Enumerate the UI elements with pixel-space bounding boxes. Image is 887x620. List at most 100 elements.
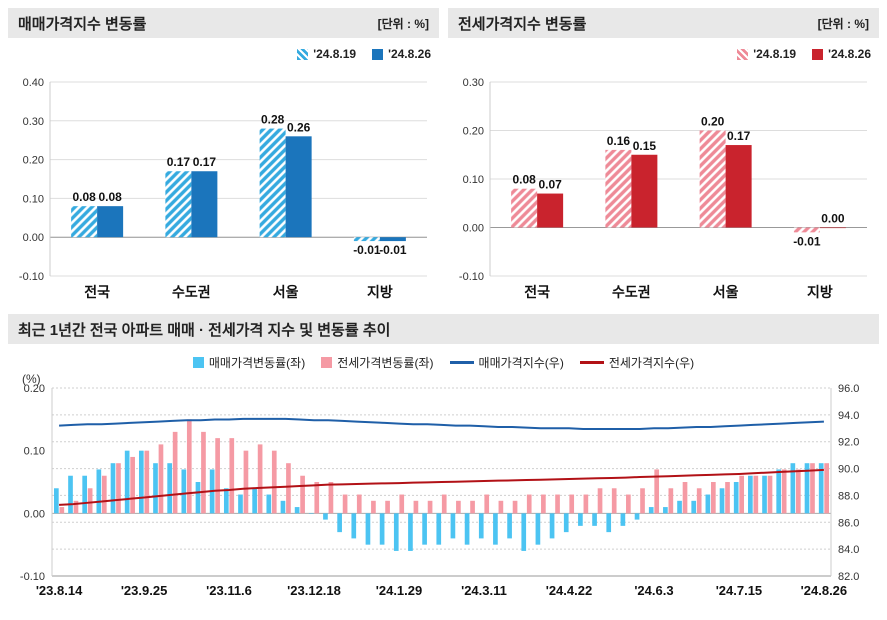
legend-item: '24.8.19 (297, 47, 356, 61)
svg-text:0.00: 0.00 (463, 223, 484, 235)
jeonse-panel-header: 전세가격지수 변동률 [단위 : %] (448, 8, 879, 38)
svg-text:'23.12.18: '23.12.18 (287, 583, 341, 598)
svg-text:0.10: 0.10 (463, 174, 484, 186)
svg-text:0.26: 0.26 (287, 120, 311, 134)
sale-panel-header: 매매가격지수 변동률 [단위 : %] (8, 8, 439, 38)
svg-text:-0.01: -0.01 (353, 243, 381, 257)
svg-text:'23.8.14: '23.8.14 (36, 583, 83, 598)
svg-text:0.30: 0.30 (463, 77, 484, 89)
bars-group: 0.08 0.07 0.16 0.15 0.200.17 -0.010.00 (511, 115, 846, 248)
legend-bar-swatch (321, 356, 333, 368)
svg-text:0.15: 0.15 (633, 139, 657, 153)
legend-item: '24.8.26 (372, 47, 431, 61)
svg-text:-0.10: -0.10 (19, 271, 44, 283)
svg-text:전국: 전국 (84, 284, 110, 300)
legend-label: 전세가격변동률(좌) (337, 355, 434, 370)
svg-text:0.20: 0.20 (463, 126, 484, 138)
svg-text:84.0: 84.0 (838, 544, 859, 556)
legend-label: '24.8.19 (313, 47, 357, 61)
legend-line-swatch (579, 360, 604, 364)
svg-text:0.10: 0.10 (23, 193, 44, 205)
svg-text:-0.10: -0.10 (20, 571, 45, 583)
svg-text:'24.6.3: '24.6.3 (634, 583, 673, 598)
sale-chart-unit: [단위 : %] (377, 16, 429, 31)
svg-text:0.00: 0.00 (821, 212, 845, 226)
legend-item: '24.8.19 (737, 47, 796, 61)
legend-label: 매매가격변동률(좌) (208, 355, 306, 370)
jeonse-chart-legend: '24.8.19 '24.8.26 (448, 44, 871, 64)
svg-text:0.17: 0.17 (193, 155, 217, 169)
svg-text:-0.01: -0.01 (379, 243, 407, 257)
legend-label: '24.8.19 (753, 47, 797, 61)
svg-text:-0.10: -0.10 (459, 271, 484, 283)
svg-text:'24.7.15: '24.7.15 (716, 583, 762, 598)
bars-group (54, 419, 829, 551)
svg-text:0.07: 0.07 (538, 178, 562, 192)
svg-text:서울: 서울 (713, 284, 739, 300)
legend-label: '24.8.26 (388, 47, 431, 61)
sale-change-bar-chart: 0.40 0.30 0.20 0.10 0.00 -0.10 0.08 0.08 0.17 0.1… (19, 77, 427, 300)
svg-text:'24.1.29: '24.1.29 (376, 583, 422, 598)
jeonse-price-panel: 전세가격지수 변동률 [단위 : %] '24.8.19 '24.8.26 0.3… (448, 8, 879, 304)
legend-bar-swatch (812, 48, 824, 60)
svg-text:94.0: 94.0 (838, 410, 859, 422)
legend-item: 전세가격변동률(좌) (321, 354, 434, 371)
svg-text:지방: 지방 (807, 284, 833, 300)
svg-text:0.17: 0.17 (167, 155, 191, 169)
legend-bar-swatch (737, 48, 749, 60)
trend-chart-title: 최근 1년간 전국 아파트 매매 · 전세가격 지수 및 변동률 추이 (18, 321, 391, 339)
svg-text:0.00: 0.00 (24, 508, 45, 520)
svg-text:0.08: 0.08 (512, 173, 536, 187)
jeonse-chart-title: 전세가격지수 변동률 (458, 15, 587, 33)
svg-text:90.0: 90.0 (838, 464, 859, 476)
grid-and-axes: 0.40 0.30 0.20 0.10 0.00 -0.10 (19, 77, 427, 283)
sale-chart-title: 매매가격지수 변동률 (18, 15, 147, 33)
svg-text:지방: 지방 (367, 284, 393, 300)
sale-price-panel: 매매가격지수 변동률 [단위 : %] '24.8.19 '24.8.26 0.4… (8, 8, 439, 304)
legend-label: 매매가격지수(우) (478, 355, 564, 370)
svg-text:'24.3.11: '24.3.11 (461, 583, 507, 598)
svg-text:0.20: 0.20 (23, 155, 44, 167)
trend-chart-legend: 매매가격변동률(좌) 전세가격변동률(좌) 매매가격지수(우) 전세가격지수(우) (8, 352, 879, 372)
svg-text:92.0: 92.0 (838, 437, 859, 449)
legend-bar-swatch (372, 48, 384, 60)
trend-combo-chart: 96.0 94.0 92.0 90.0 88.0 86.0 84.0 82.0 0.20 0.10… (20, 372, 860, 598)
svg-text:86.0: 86.0 (838, 517, 859, 529)
bars-group: 0.08 0.08 0.17 0.17 0.280.26 -0.01-0.01 (71, 113, 407, 257)
svg-text:서울: 서울 (273, 284, 299, 300)
jeonse-chart-unit: [단위 : %] (817, 16, 869, 31)
legend-item: 매매가격지수(우) (449, 354, 564, 371)
svg-text:0.10: 0.10 (24, 446, 45, 458)
svg-text:0.20: 0.20 (701, 115, 725, 129)
svg-text:'23.11.6: '23.11.6 (206, 583, 252, 598)
svg-text:수도권: 수도권 (172, 284, 211, 300)
svg-text:0.28: 0.28 (261, 113, 285, 127)
svg-text:0.20: 0.20 (24, 383, 45, 395)
svg-text:'24.8.26: '24.8.26 (801, 583, 847, 598)
sale-chart-legend: '24.8.19 '24.8.26 (8, 44, 431, 64)
svg-text:0.30: 0.30 (23, 116, 44, 128)
svg-text:'23.9.25: '23.9.25 (121, 583, 167, 598)
trend-panel-header: 최근 1년간 전국 아파트 매매 · 전세가격 지수 및 변동률 추이 (8, 314, 879, 344)
legend-item: '24.8.26 (812, 47, 871, 61)
svg-text:0.08: 0.08 (98, 190, 122, 204)
legend-bar-swatch (297, 48, 309, 60)
svg-text:수도권: 수도권 (612, 284, 651, 300)
legend-line-swatch (449, 360, 474, 364)
svg-text:82.0: 82.0 (838, 571, 859, 583)
svg-text:96.0: 96.0 (838, 383, 859, 395)
top-charts-row: 매매가격지수 변동률 [단위 : %] '24.8.19 '24.8.26 0.4… (8, 8, 879, 304)
legend-label: '24.8.26 (828, 47, 871, 61)
jeonse-change-bar-chart: 0.30 0.20 0.10 0.00 -0.10 0.08 0.07 0.16 0.15 0.2… (459, 77, 867, 300)
legend-item: 전세가격지수(우) (579, 354, 695, 371)
svg-text:-0.01: -0.01 (793, 234, 821, 248)
legend-label: 전세가격지수(우) (608, 355, 695, 370)
svg-text:'24.4.22: '24.4.22 (546, 583, 592, 598)
svg-text:(%): (%) (22, 372, 41, 386)
svg-text:88.0: 88.0 (838, 490, 859, 502)
legend-bar-swatch (192, 356, 204, 368)
lines-group (59, 417, 824, 506)
svg-text:0.08: 0.08 (72, 190, 96, 204)
svg-text:0.16: 0.16 (607, 134, 631, 148)
